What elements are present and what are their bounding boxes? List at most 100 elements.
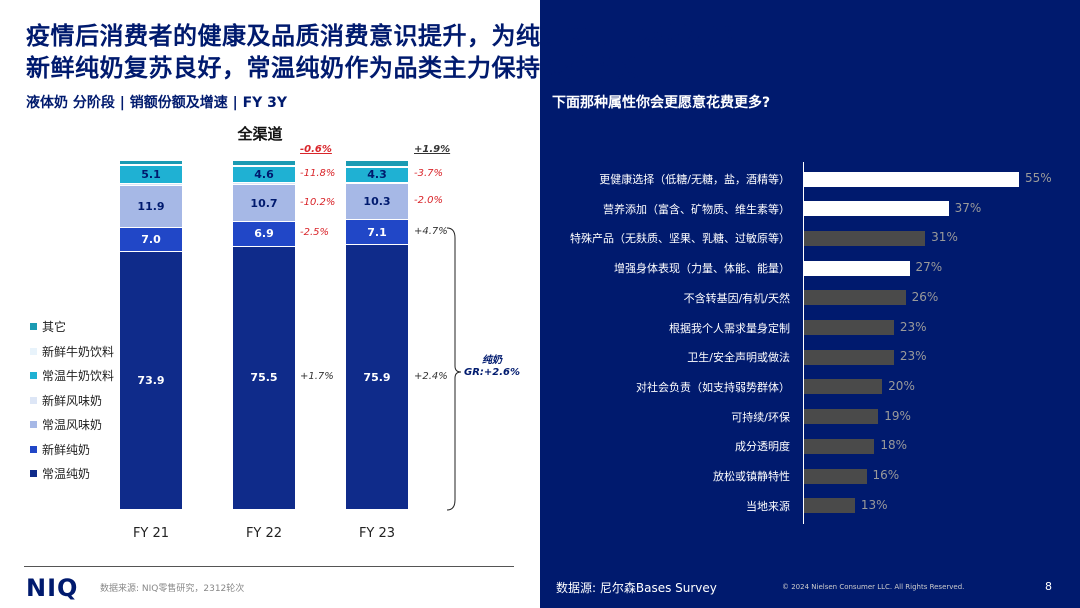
legend-item: 新鲜风味奶 bbox=[30, 392, 102, 409]
hbar-value-label: 27% bbox=[915, 260, 943, 275]
legend-swatch bbox=[30, 323, 37, 330]
hbar-bar bbox=[804, 438, 875, 454]
hbar-bar bbox=[804, 468, 867, 484]
bar-segment bbox=[346, 161, 408, 167]
bar-segment: 10.3 bbox=[346, 184, 408, 221]
legend-label: 其它 bbox=[42, 320, 67, 334]
legend-item: 常温牛奶饮料 bbox=[30, 367, 114, 384]
hbar-value-label: 16% bbox=[872, 468, 900, 482]
hbar-value-label: 31% bbox=[931, 230, 958, 245]
source-right: 数据源: 尼尔森Bases Survey bbox=[556, 581, 717, 595]
channel-title: 全渠道 bbox=[237, 125, 283, 143]
page-title-line1: 疫情后消费者的健康及品质消费意识提升，为纯奶发展带来新机遇 bbox=[26, 22, 737, 50]
hbar-category-label: 可持续/环保 bbox=[731, 410, 790, 424]
hbar-bar bbox=[804, 230, 926, 246]
pure-milk-gr-value: GR:+2.6% bbox=[464, 367, 521, 378]
segment-growth-label: -11.8% bbox=[300, 167, 336, 179]
copyright: © 2024 Nielsen Consumer LLC. All Rights … bbox=[782, 583, 965, 591]
hbar-category-label: 放松或镇静特性 bbox=[713, 470, 790, 483]
legend-item: 常温纯奶 bbox=[30, 465, 90, 482]
hbar-category-label: 卫生/安全声明或做法 bbox=[687, 351, 790, 365]
hbar-value-label: 19% bbox=[884, 408, 911, 423]
hbar-axis-line bbox=[803, 162, 804, 524]
hbar-value-label: 13% bbox=[860, 497, 888, 512]
pure-milk-label: 纯奶 bbox=[482, 355, 503, 366]
legend-swatch bbox=[30, 347, 37, 355]
hbar-bar bbox=[804, 498, 855, 514]
hbar-bar bbox=[804, 379, 883, 395]
x-axis-label: FY 22 bbox=[245, 526, 283, 541]
hbar-bar bbox=[804, 171, 1019, 187]
legend-item: 新鲜纯奶 bbox=[30, 441, 90, 458]
legend-swatch bbox=[30, 421, 37, 428]
legend-label: 新鲜纯奶 bbox=[42, 442, 91, 457]
bar-segment bbox=[346, 182, 408, 185]
bar-segment: 10.7 bbox=[233, 185, 295, 223]
hbar-value-label: 20% bbox=[888, 378, 915, 393]
legend-item: 其它 bbox=[30, 318, 66, 335]
hbar-category-label: 成分透明度 bbox=[735, 440, 790, 454]
hbar-bar bbox=[804, 409, 879, 425]
hbar-category-label: 不含转基因/有机/天然 bbox=[683, 291, 790, 305]
hbar-bar bbox=[804, 260, 910, 276]
bar-segment: 73.9 bbox=[120, 252, 182, 510]
hbar-bar bbox=[804, 349, 894, 365]
right-chart-question: 下面那种属性你会更愿意花费更多? bbox=[552, 95, 771, 111]
bar-segment bbox=[120, 165, 182, 167]
page-title-line2: 新鲜纯奶复苏良好，常温纯奶作为品类主力保持稳健增长 bbox=[26, 54, 639, 82]
source-left: 数据来源: NIQ零售研究，2312轮次 bbox=[100, 584, 245, 594]
bar-segment bbox=[233, 165, 295, 167]
hbar-category-label: 特殊产品（无麸质、坚果、乳糖、过敏原等） bbox=[570, 232, 790, 246]
legend-item: 常温风味奶 bbox=[30, 416, 102, 433]
bar-segment: 11.9 bbox=[120, 186, 182, 228]
hbar-bar bbox=[804, 290, 906, 306]
legend-label: 常温纯奶 bbox=[42, 467, 91, 481]
bar-segment bbox=[233, 161, 295, 166]
segment-growth-label: -3.7% bbox=[414, 168, 444, 180]
bar-segment: 5.1 bbox=[120, 166, 182, 185]
niq-logo: NIQ bbox=[26, 574, 79, 602]
bar-segment: 4.3 bbox=[346, 167, 408, 183]
bar-segment bbox=[233, 182, 295, 186]
hbar-value-label: 26% bbox=[911, 289, 939, 304]
hbar-category-label: 营养添加（富含、矿物质、维生素等） bbox=[603, 202, 790, 216]
segment-growth-label: -2.0% bbox=[414, 195, 444, 207]
footer-divider bbox=[24, 566, 514, 567]
legend-item: 新鲜牛奶饮料 bbox=[30, 343, 114, 360]
hbar-bar bbox=[804, 201, 949, 217]
bar-segment bbox=[346, 166, 408, 168]
page-number: 8 bbox=[1045, 580, 1052, 593]
total-growth-label: -0.6% bbox=[300, 144, 332, 155]
legend-swatch bbox=[30, 396, 37, 404]
bar-segment: 4.6 bbox=[233, 166, 295, 183]
left-chart-subtitle: 液体奶 分阶段 | 销额份额及增速 | FY 3Y bbox=[26, 95, 288, 111]
pure-milk-bracket bbox=[446, 227, 462, 511]
legend-label: 新鲜牛奶饮料 bbox=[42, 344, 115, 359]
bar-segment: 7.1 bbox=[346, 220, 408, 246]
legend-swatch bbox=[30, 470, 37, 477]
hbar-category-label: 对社会负责（如支持弱势群体） bbox=[636, 380, 790, 394]
hbar-value-label: 23% bbox=[899, 349, 927, 364]
hbar-category-label: 当地来源 bbox=[746, 499, 790, 513]
legend-label: 常温风味奶 bbox=[42, 418, 103, 432]
segment-growth-label: +1.7% bbox=[300, 371, 334, 383]
legend-label: 新鲜风味奶 bbox=[42, 393, 103, 408]
segment-growth-label: +4.7% bbox=[414, 225, 448, 237]
bar-segment: 7.0 bbox=[120, 227, 182, 253]
hbar-category-label: 更健康选择（低糖/无糖，盐，酒精等） bbox=[599, 173, 790, 186]
legend-swatch bbox=[30, 445, 37, 453]
hbar-category-label: 增强身体表现（力量、体能、能量） bbox=[614, 262, 790, 276]
bar-segment: 75.9 bbox=[346, 245, 408, 510]
hbar-value-label: 23% bbox=[899, 319, 927, 334]
hbar-bar bbox=[804, 320, 894, 335]
total-growth-label: +1.9% bbox=[414, 144, 451, 155]
segment-growth-label: -2.5% bbox=[300, 227, 330, 239]
bar-segment: 75.5 bbox=[233, 246, 295, 510]
segment-growth-label: -10.2% bbox=[300, 196, 336, 208]
hbar-value-label: 37% bbox=[954, 200, 982, 215]
bar-segment bbox=[120, 184, 182, 187]
legend-swatch bbox=[30, 372, 37, 379]
pure-milk-growth: 纯奶 GR:+2.6% bbox=[464, 355, 520, 379]
hbar-category-label: 根据我个人需求量身定制 bbox=[669, 321, 790, 335]
x-axis-label: FY 21 bbox=[132, 526, 170, 541]
